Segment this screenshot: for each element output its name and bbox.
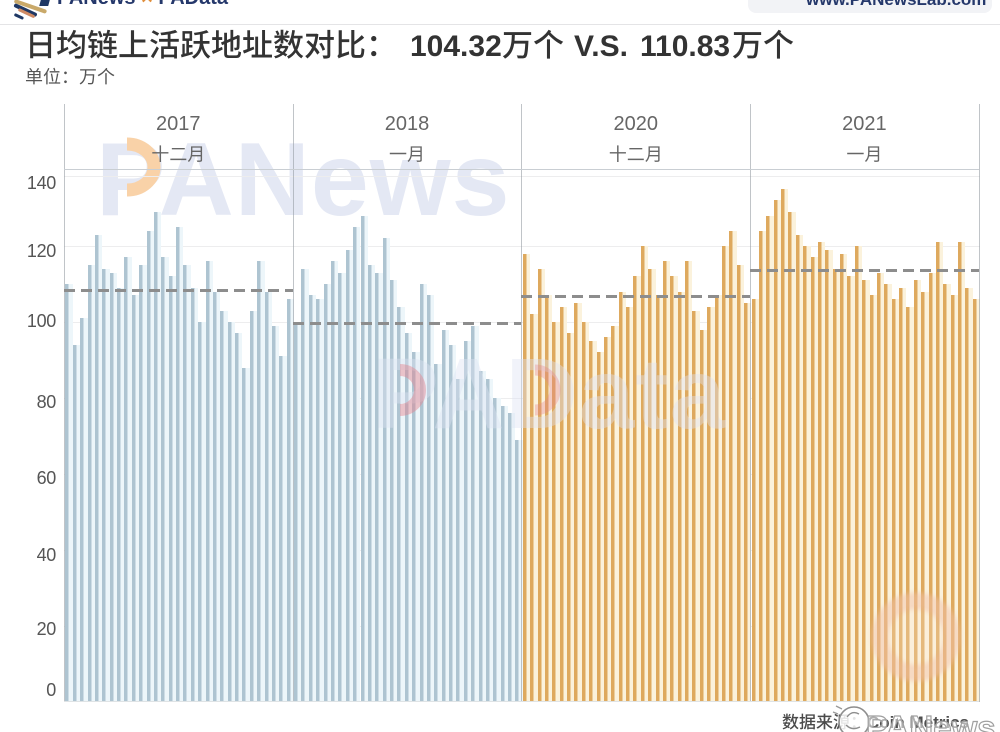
svg-text:PANews: PANews [866, 709, 996, 732]
svg-text:2021: 2021 [842, 113, 887, 135]
svg-text:2017: 2017 [156, 113, 201, 135]
svg-text:PANews: PANews [96, 122, 510, 238]
svg-text:2018: 2018 [385, 113, 430, 135]
svg-text:PAData: PAData [372, 338, 727, 450]
svg-text:Coin Metrics: Coin Metrics [867, 713, 969, 732]
svg-text:2020: 2020 [614, 113, 659, 135]
svg-text:110.83: 110.83 [640, 30, 730, 63]
svg-text:V.S.: V.S. [574, 30, 628, 63]
svg-text:104.32: 104.32 [410, 30, 502, 63]
